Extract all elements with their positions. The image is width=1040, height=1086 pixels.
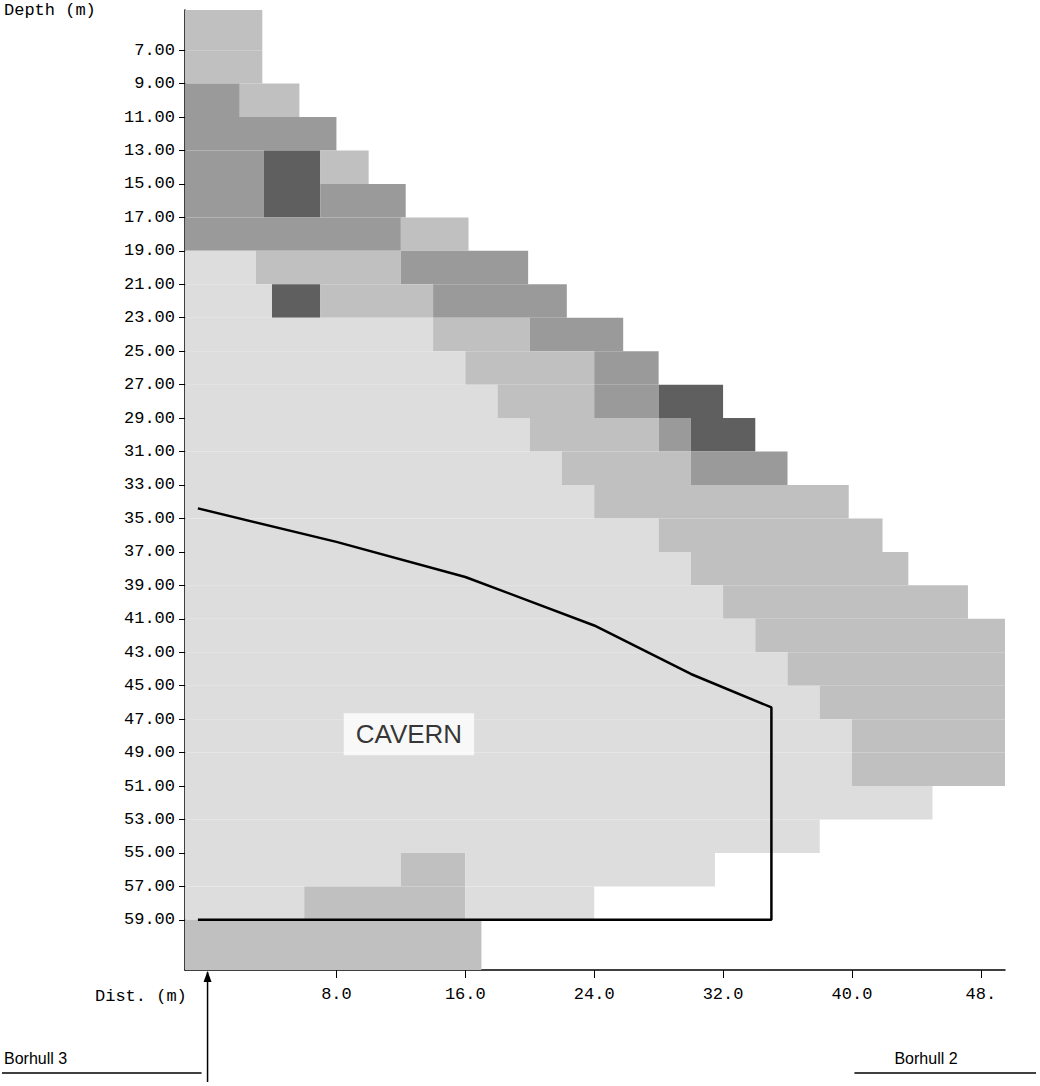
svg-text:8.0: 8.0 [321, 985, 352, 1004]
svg-text:33.00: 33.00 [124, 475, 175, 494]
svg-text:41.00: 41.00 [124, 609, 175, 628]
svg-text:19.00: 19.00 [124, 241, 175, 260]
svg-text:13.00: 13.00 [124, 141, 175, 160]
svg-text:37.00: 37.00 [124, 542, 175, 561]
svg-text:Depth (m): Depth (m) [4, 1, 96, 20]
svg-text:35.00: 35.00 [124, 509, 175, 528]
svg-text:48.: 48. [966, 985, 997, 1004]
svg-text:23.00: 23.00 [124, 308, 175, 327]
svg-text:16.0: 16.0 [445, 985, 486, 1004]
svg-text:Dist. (m): Dist. (m) [95, 987, 187, 1006]
svg-text:25.00: 25.00 [124, 342, 175, 361]
svg-text:11.00: 11.00 [124, 108, 175, 127]
svg-text:Borhull 2: Borhull 2 [894, 1050, 957, 1067]
svg-text:39.00: 39.00 [124, 576, 175, 595]
svg-text:24.0: 24.0 [574, 985, 615, 1004]
svg-text:55.00: 55.00 [124, 843, 175, 862]
svg-text:49.00: 49.00 [124, 743, 175, 762]
svg-text:17.00: 17.00 [124, 208, 175, 227]
svg-text:Borhull 3: Borhull 3 [4, 1050, 67, 1067]
svg-text:40.0: 40.0 [832, 985, 873, 1004]
svg-text:47.00: 47.00 [124, 710, 175, 729]
svg-text:32.0: 32.0 [703, 985, 744, 1004]
svg-text:CAVERN: CAVERN [356, 719, 462, 749]
svg-text:29.00: 29.00 [124, 409, 175, 428]
svg-text:53.00: 53.00 [124, 810, 175, 829]
svg-text:7.00: 7.00 [134, 41, 175, 60]
svg-text:57.00: 57.00 [124, 877, 175, 896]
svg-text:51.00: 51.00 [124, 777, 175, 796]
svg-text:59.00: 59.00 [124, 910, 175, 929]
svg-text:27.00: 27.00 [124, 375, 175, 394]
svg-text:21.00: 21.00 [124, 275, 175, 294]
svg-text:45.00: 45.00 [124, 676, 175, 695]
svg-text:43.00: 43.00 [124, 643, 175, 662]
svg-text:15.00: 15.00 [124, 174, 175, 193]
svg-text:31.00: 31.00 [124, 442, 175, 461]
svg-text:9.00: 9.00 [134, 74, 175, 93]
